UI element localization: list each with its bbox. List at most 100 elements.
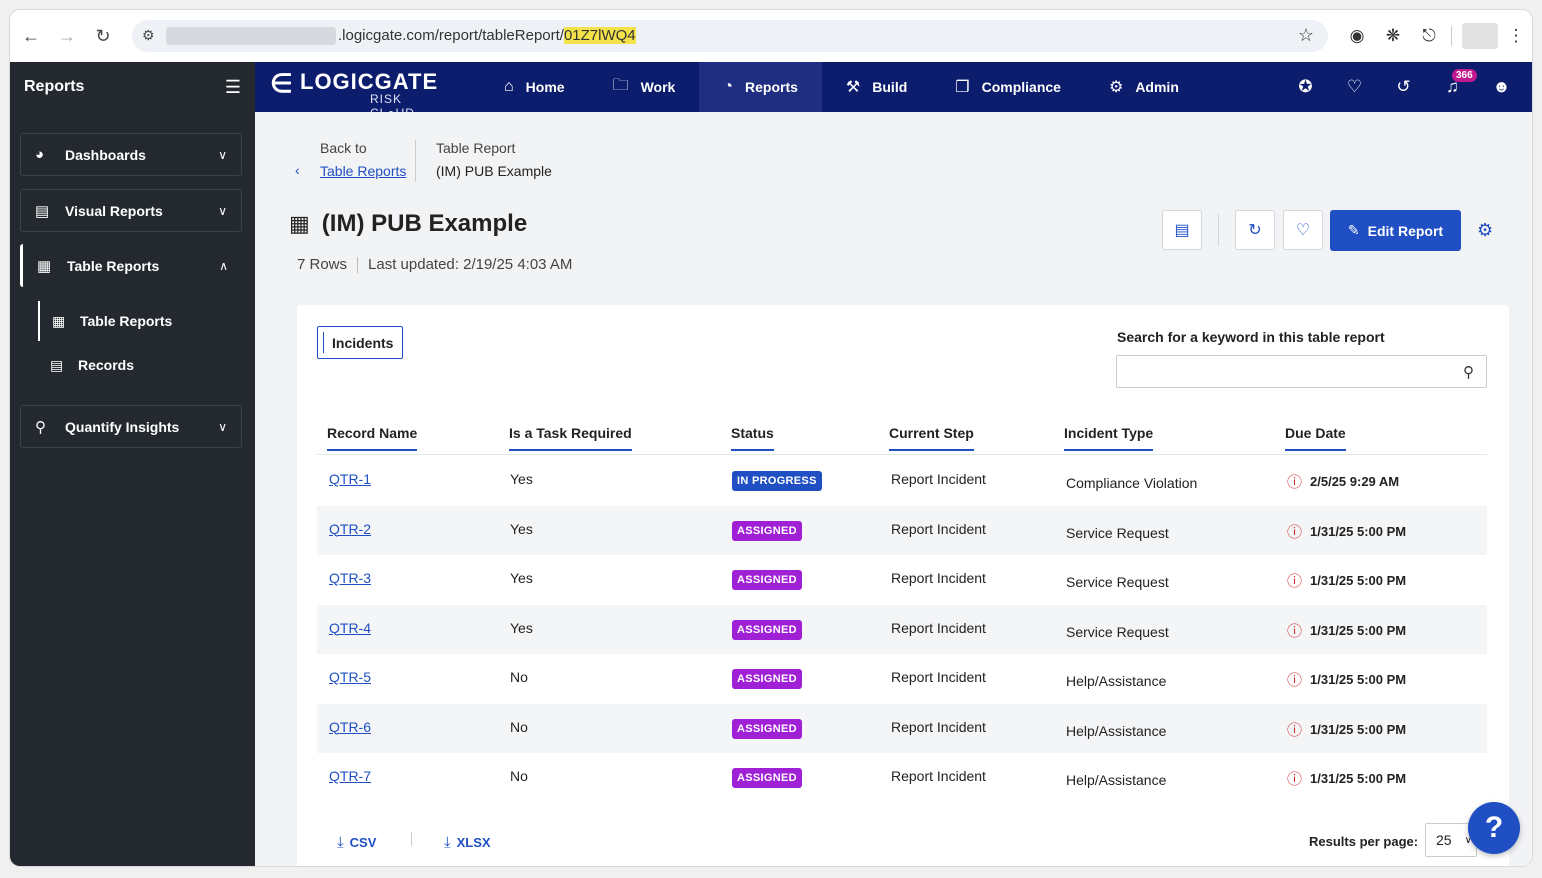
favorites-heart-icon[interactable]: ♡ <box>1346 77 1363 96</box>
url-redacted <box>166 27 336 45</box>
sidebar-subitem-label: Records <box>78 357 135 373</box>
browser-toolbar: ← → ↻ ⚙ .logicgate.com/report/tableRepor… <box>10 10 1532 62</box>
extension-gear-icon[interactable]: ❋ <box>1385 26 1401 45</box>
site-settings-icon[interactable]: ⚙ <box>142 27 155 43</box>
sidebar-item-dashboards[interactable]: ◕ Dashboards ∨ <box>20 133 242 176</box>
status-badge: ASSIGNED <box>732 570 802 590</box>
due-date-text: 1/31/25 5:00 PM <box>1310 721 1407 737</box>
sidebar-item-label: Table Reports <box>67 257 160 274</box>
history-icon[interactable]: ↺ <box>1396 77 1411 96</box>
nav-work[interactable]: 🗀 Work <box>589 62 700 112</box>
column-header-current-step[interactable]: Current Step <box>889 425 974 451</box>
table-row: QTR-5 No ASSIGNED Report Incident Help/Assis… <box>317 654 1487 703</box>
back-arrow-icon[interactable]: ← <box>22 25 40 46</box>
task-required-value: Yes <box>510 471 533 487</box>
record-name-link[interactable]: QTR-6 <box>329 718 371 735</box>
hamburger-menu-icon[interactable]: ☰ <box>224 76 241 97</box>
search-input[interactable] <box>1116 355 1487 388</box>
pin-icon[interactable]: ✪ <box>1298 77 1313 96</box>
incident-type-value: Help/Assistance <box>1066 722 1167 739</box>
refresh-icon: ↻ <box>1248 222 1262 239</box>
column-header-status[interactable]: Status <box>731 425 774 451</box>
current-step-value: Report Incident <box>891 669 986 685</box>
sidebar-item-visual-reports[interactable]: ▤ Visual Reports ∨ <box>20 189 242 232</box>
address-bar[interactable]: ⚙ .logicgate.com/report/tableReport/01Z7… <box>132 20 1328 52</box>
nav-admin[interactable]: ⚙ Admin <box>1085 62 1203 112</box>
report-meta: 7 Rows Last updated: 2/19/25 4:03 AM <box>297 256 572 273</box>
table-grid-icon: ▦ <box>289 211 310 236</box>
export-xlsx-button[interactable]: ⤓ XLSX <box>444 834 491 851</box>
nav-home[interactable]: ⌂ Home <box>480 62 589 112</box>
page-title: ▦ (IM) PUB Example <box>289 210 527 238</box>
gear-icon: ⚙ <box>1108 79 1124 96</box>
chevron-down-icon: ∨ <box>218 147 227 162</box>
record-name-link[interactable]: QTR-1 <box>329 471 371 487</box>
forward-arrow-icon[interactable]: → <box>58 25 76 46</box>
visualize-button[interactable]: ▤ <box>1162 210 1202 250</box>
sidebar-item-table-reports[interactable]: ▦ Table Reports ∧ <box>20 244 242 287</box>
column-header-task-required[interactable]: Is a Task Required <box>509 425 632 451</box>
column-header-record-name[interactable]: Record Name <box>327 425 418 451</box>
nav-compliance[interactable]: ❐ Compliance <box>931 62 1085 112</box>
folder-icon: 🗀 <box>612 76 629 94</box>
breadcrumb-back-label: Back to <box>320 140 367 156</box>
overdue-alert-icon: ⓘ <box>1287 672 1303 689</box>
column-header-incident-type[interactable]: Incident Type <box>1064 425 1154 451</box>
user-profile-icon[interactable]: ☻ <box>1492 77 1511 96</box>
task-required-value: Yes <box>510 570 533 586</box>
sidebar-item-label: Visual Reports <box>65 202 163 219</box>
help-button[interactable]: ? <box>1468 802 1520 854</box>
breadcrumb-current: (IM) PUB Example <box>436 163 552 179</box>
record-name-link[interactable]: QTR-2 <box>329 520 371 537</box>
extension-icon[interactable]: ◉ <box>1349 26 1365 45</box>
due-date-text: 2/5/25 9:29 AM <box>1310 474 1400 489</box>
incident-type-value: Help/Assistance <box>1066 673 1167 689</box>
export-csv-label: CSV <box>349 835 377 850</box>
current-step-value: Report Incident <box>891 619 986 636</box>
refresh-button[interactable]: ↻ <box>1235 210 1275 250</box>
download-icon: ⤓ <box>444 834 451 851</box>
column-header-due-date[interactable]: Due Date <box>1285 425 1346 451</box>
search-icon[interactable]: ⚲ <box>1463 364 1474 381</box>
extensions-puzzle-icon[interactable]: ⎋ <box>1422 26 1436 45</box>
export-csv-button[interactable]: ⤓ CSV <box>337 834 376 851</box>
notifications-bell-icon[interactable]: ♫ 366 <box>1428 69 1477 97</box>
report-settings-gear-icon[interactable]: ⚙ <box>1477 220 1494 240</box>
browser-menu-icon[interactable]: ⋮ <box>1507 26 1525 45</box>
edit-report-button[interactable]: ✎ Edit Report <box>1330 210 1461 251</box>
breadcrumb-table-reports-link[interactable]: Table Reports <box>320 163 407 179</box>
tab-incidents[interactable]: Incidents <box>317 326 403 359</box>
overdue-alert-icon: ⓘ <box>1287 771 1303 788</box>
sidebar-title: Reports <box>24 78 85 95</box>
record-name-link[interactable]: QTR-5 <box>329 669 371 685</box>
logo-text: LOGICGATE <box>300 69 439 94</box>
logicgate-logo[interactable]: ∈ LOGICGATE RISK CL●UD <box>270 66 450 120</box>
browser-actions: ◉ ❋ ⎋ ⋮ <box>1339 10 1532 62</box>
nav-admin-label: Admin <box>1135 79 1179 95</box>
due-date-text: 1/31/25 5:00 PM <box>1310 573 1407 588</box>
record-name-link[interactable]: QTR-3 <box>329 570 371 586</box>
due-date-text: 1/31/25 5:00 PM <box>1310 771 1407 786</box>
speedometer-icon: ◕ <box>35 146 45 163</box>
meta-divider <box>357 256 359 273</box>
nav-reports[interactable]: ◔ Reports <box>699 62 822 112</box>
nav-utilities: ✪ ♡ ↺ ♫ 366 ☻ <box>1281 62 1526 112</box>
sidebar-subitem-table-reports[interactable]: ▦ Table Reports <box>38 301 238 341</box>
sidebar-subitem-records[interactable]: ▤ Records <box>38 345 238 385</box>
rows-count: 7 Rows <box>297 256 348 273</box>
reload-icon[interactable]: ↻ <box>95 25 111 46</box>
current-step-value: Report Incident <box>891 520 986 537</box>
pie-chart-icon: ◔ <box>723 78 734 95</box>
table-row: QTR-4 Yes ASSIGNED Report Incident Service R… <box>317 604 1487 654</box>
nav-work-label: Work <box>640 79 676 95</box>
current-step-value: Report Incident <box>891 718 986 735</box>
due-date-value: ⓘ 1/31/25 5:00 PM <box>1287 768 1406 789</box>
nav-build[interactable]: ⚒ Build <box>822 62 931 112</box>
chevron-left-icon[interactable]: ‹ <box>295 162 300 178</box>
sidebar-item-quantify-insights[interactable]: ⚲ Quantify Insights ∨ <box>20 405 242 448</box>
record-name-link[interactable]: QTR-7 <box>329 768 371 784</box>
favorite-button[interactable]: ♡ <box>1283 210 1323 250</box>
record-name-link[interactable]: QTR-4 <box>329 619 371 636</box>
profile-avatar[interactable] <box>1462 23 1498 49</box>
bookmark-star-icon[interactable]: ☆ <box>1297 25 1314 45</box>
